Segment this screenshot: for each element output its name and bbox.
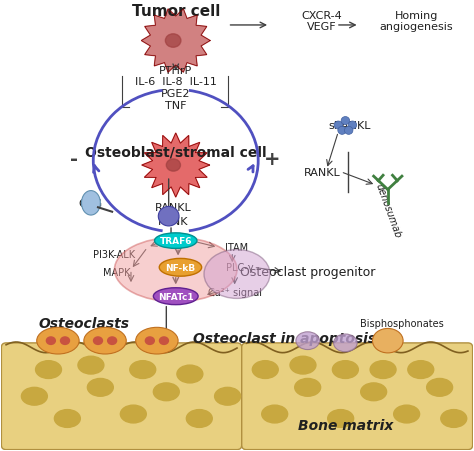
Circle shape <box>348 122 357 130</box>
Ellipse shape <box>120 405 146 423</box>
Ellipse shape <box>408 361 434 379</box>
Text: Tumor cell: Tumor cell <box>132 4 220 19</box>
Ellipse shape <box>290 356 316 374</box>
Text: sRANKL: sRANKL <box>329 121 371 131</box>
Ellipse shape <box>36 361 62 379</box>
Ellipse shape <box>296 332 319 350</box>
Text: denosumab: denosumab <box>374 181 402 239</box>
Ellipse shape <box>21 387 47 405</box>
Ellipse shape <box>186 410 212 428</box>
Ellipse shape <box>332 361 358 379</box>
Ellipse shape <box>107 336 117 345</box>
Text: TRAF6: TRAF6 <box>159 237 192 246</box>
Ellipse shape <box>115 238 237 302</box>
Ellipse shape <box>361 383 387 401</box>
Ellipse shape <box>36 327 79 354</box>
Ellipse shape <box>155 233 197 249</box>
Text: Homing
angiogenesis: Homing angiogenesis <box>379 11 453 32</box>
Circle shape <box>158 207 179 226</box>
Ellipse shape <box>328 410 354 428</box>
Text: CXCR-4
VEGF: CXCR-4 VEGF <box>301 11 342 32</box>
Text: Osteoclast in apoptosis: Osteoclast in apoptosis <box>192 331 376 345</box>
Ellipse shape <box>166 160 181 172</box>
Text: PTHrP
IL-6  IL-8  IL-11
PGE2
TNF: PTHrP IL-6 IL-8 IL-11 PGE2 TNF <box>135 66 217 110</box>
Polygon shape <box>141 10 210 73</box>
Text: PI3K-ALK: PI3K-ALK <box>93 249 136 259</box>
Text: MAPK: MAPK <box>103 267 131 277</box>
Ellipse shape <box>145 336 155 345</box>
Ellipse shape <box>204 250 270 299</box>
Text: Bisphosphonates: Bisphosphonates <box>360 318 444 328</box>
Text: NFATc1: NFATc1 <box>158 292 193 301</box>
Text: RANKL: RANKL <box>155 203 192 213</box>
Text: +: + <box>264 150 281 169</box>
Ellipse shape <box>87 379 113 396</box>
Ellipse shape <box>154 288 198 305</box>
Text: OPG: OPG <box>79 198 103 208</box>
Ellipse shape <box>427 379 453 396</box>
Ellipse shape <box>78 356 104 374</box>
Ellipse shape <box>373 329 403 353</box>
Text: RANKL: RANKL <box>303 167 340 177</box>
Ellipse shape <box>394 405 419 423</box>
Ellipse shape <box>46 336 56 345</box>
Ellipse shape <box>154 383 179 401</box>
Circle shape <box>334 122 343 130</box>
Ellipse shape <box>130 361 156 379</box>
Ellipse shape <box>252 361 278 379</box>
Ellipse shape <box>84 327 126 354</box>
Ellipse shape <box>159 336 169 345</box>
Circle shape <box>338 127 346 135</box>
Text: -: - <box>71 150 78 169</box>
Text: Osteoblast/stromal cell: Osteoblast/stromal cell <box>85 145 266 159</box>
Ellipse shape <box>82 191 100 216</box>
Text: PLC-γ: PLC-γ <box>226 263 253 273</box>
Text: NF-kB: NF-kB <box>165 263 195 272</box>
Ellipse shape <box>215 387 240 405</box>
Ellipse shape <box>93 336 103 345</box>
Text: Ca²⁺ signal: Ca²⁺ signal <box>208 287 262 297</box>
Text: ITAM: ITAM <box>226 243 248 253</box>
Circle shape <box>341 117 350 125</box>
Circle shape <box>345 127 353 135</box>
Polygon shape <box>142 133 210 198</box>
Text: Bone matrix: Bone matrix <box>298 418 393 432</box>
FancyBboxPatch shape <box>1 343 242 450</box>
Ellipse shape <box>177 365 203 383</box>
Ellipse shape <box>136 327 178 354</box>
Text: RANK: RANK <box>158 216 189 226</box>
Ellipse shape <box>295 379 320 396</box>
Ellipse shape <box>370 361 396 379</box>
Text: Osteoclast progenitor: Osteoclast progenitor <box>240 266 375 279</box>
Ellipse shape <box>441 410 467 428</box>
Text: Osteoclasts: Osteoclasts <box>38 316 129 330</box>
Ellipse shape <box>262 405 288 423</box>
Ellipse shape <box>159 259 201 276</box>
Ellipse shape <box>60 336 70 345</box>
FancyBboxPatch shape <box>242 343 473 450</box>
Ellipse shape <box>334 334 357 352</box>
Ellipse shape <box>165 35 181 48</box>
Ellipse shape <box>55 410 80 428</box>
